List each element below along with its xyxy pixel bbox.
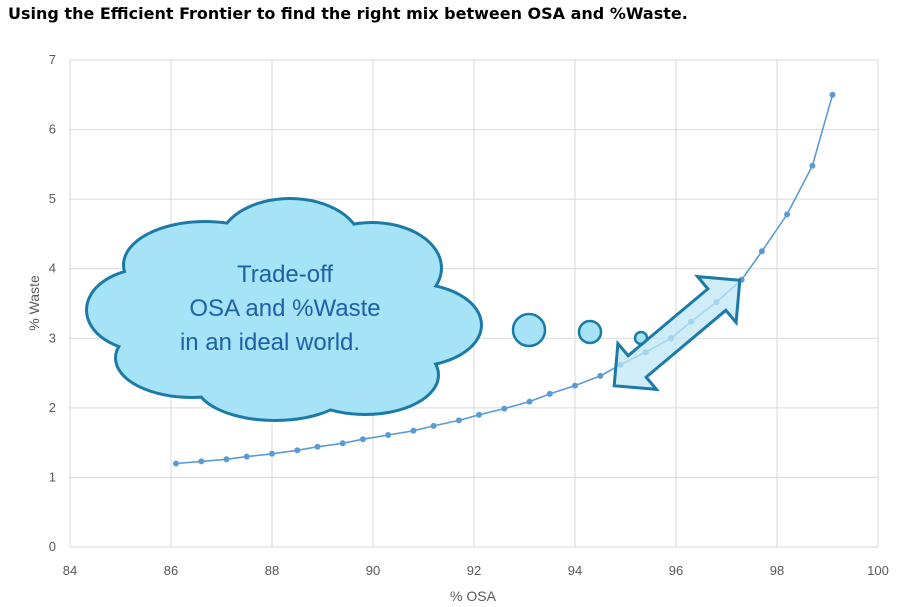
data-point: [223, 456, 230, 463]
data-point: [455, 417, 462, 424]
x-tick-label: 96: [669, 563, 683, 578]
data-point: [359, 436, 366, 443]
data-point: [314, 443, 321, 450]
tick-labels: 84 86 88 90 92 94 96 98 100 0 1 2 3 4 5 6 7: [49, 52, 889, 578]
cloud-shape: [85, 197, 483, 422]
data-point: [758, 248, 765, 255]
thought-bubble: [577, 319, 603, 345]
data-point: [784, 211, 791, 218]
data-point: [430, 422, 437, 429]
cloud-text-line-2: OSA and %Waste: [189, 295, 380, 322]
data-point: [294, 447, 301, 454]
x-tick-label: 92: [467, 563, 481, 578]
data-point: [339, 440, 346, 447]
y-tick-label: 4: [49, 261, 56, 276]
x-tick-label: 88: [265, 563, 279, 578]
data-point: [572, 382, 578, 389]
cloud-text-line-3: in an ideal world.: [180, 329, 360, 356]
x-tick-label: 90: [366, 563, 380, 578]
data-point: [809, 162, 816, 169]
data-point: [198, 458, 205, 465]
cloud-text-line-1: Trade-off: [237, 261, 333, 288]
data-point: [829, 91, 836, 98]
y-tick-label: 6: [49, 122, 56, 137]
data-point: [526, 398, 533, 405]
y-tick-label: 0: [49, 539, 56, 554]
y-tick-label: 5: [49, 191, 56, 206]
y-tick-label: 3: [49, 330, 56, 345]
x-axis-title: % OSA: [450, 588, 497, 604]
data-point: [597, 372, 604, 379]
x-tick-label: 100: [867, 563, 889, 578]
data-point: [501, 405, 508, 412]
cloud-lobe: [145, 250, 425, 380]
data-point: [476, 411, 482, 418]
double-arrow: [612, 274, 742, 392]
data-point: [385, 432, 392, 438]
y-tick-label: 1: [49, 469, 56, 484]
thought-bubbles: [511, 312, 649, 348]
data-point: [546, 390, 553, 397]
y-axis-title: % Waste: [26, 275, 42, 331]
thought-bubble: [511, 312, 547, 348]
data-point: [410, 427, 417, 434]
x-tick-label: 98: [770, 563, 784, 578]
data-point: [243, 453, 250, 460]
x-tick-label: 94: [568, 563, 582, 578]
x-tick-label: 86: [164, 563, 178, 578]
x-tick-label: 84: [63, 563, 77, 578]
y-tick-label: 7: [49, 52, 56, 67]
thought-cloud: Trade-off OSA and %Waste in an ideal wor…: [85, 197, 649, 422]
y-tick-label: 2: [49, 400, 56, 415]
chart-title: Using the Efficient Frontier to find the…: [8, 4, 688, 23]
data-point: [173, 460, 179, 467]
data-point: [269, 450, 275, 457]
